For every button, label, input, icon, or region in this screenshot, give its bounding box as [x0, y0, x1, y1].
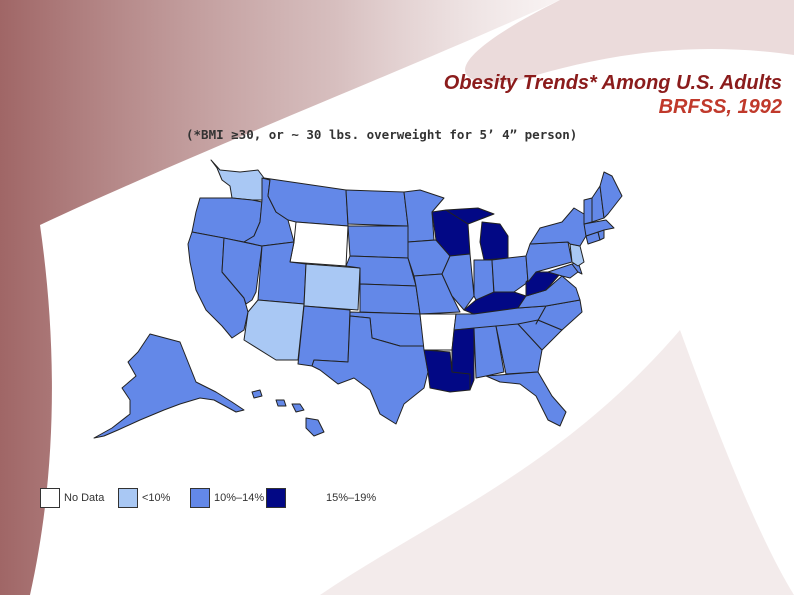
- state-massachusetts: [583, 219, 615, 237]
- legend-label-no-data: No Data: [64, 492, 105, 504]
- state-maryland: [547, 263, 579, 279]
- state-new-jersey: [569, 243, 585, 267]
- state-hawaii: [251, 389, 325, 437]
- map-subtitle-year: BRFSS, 1992: [658, 96, 782, 118]
- state-new-mexico: [297, 305, 351, 367]
- state-alaska: [93, 333, 245, 439]
- state-arizona: [243, 299, 305, 361]
- state-minnesota: [403, 189, 445, 243]
- state-alabama: [473, 325, 505, 379]
- bmi-footnote: (*BMI ≥30, or ~ 30 lbs. overweight for 5…: [186, 127, 578, 142]
- background-swoosh-top: [465, 0, 794, 83]
- legend-swatch-no-data: [40, 488, 60, 508]
- state-vermont: [583, 197, 593, 225]
- state-south-dakota: [347, 225, 409, 259]
- legend-label-15-19: 15%–19%: [326, 492, 377, 504]
- legend-label-lt10: <10%: [142, 492, 171, 504]
- state-arkansas: [419, 313, 457, 351]
- legend-swatch-lt10: [118, 488, 138, 508]
- state-kansas: [359, 283, 421, 315]
- map-title: Obesity Trends* Among U.S. Adults: [443, 72, 782, 94]
- state-florida: [485, 371, 567, 427]
- state-maine: [599, 171, 623, 219]
- state-colorado: [303, 263, 361, 311]
- state-north-dakota: [345, 189, 409, 227]
- state-washington: [210, 159, 265, 201]
- state-georgia: [495, 323, 543, 375]
- legend-label-10-14: 10%–14%: [214, 492, 265, 504]
- state-new-york: [529, 207, 587, 247]
- background-swoosh-bottom: [320, 330, 794, 595]
- state-ohio: [491, 255, 529, 293]
- background-swoosh-left: [0, 0, 560, 595]
- state-wyoming: [289, 221, 349, 267]
- state-texas: [311, 315, 429, 425]
- legend-swatch-15-19: [266, 488, 286, 508]
- legend-swatch-10-14: [190, 488, 210, 508]
